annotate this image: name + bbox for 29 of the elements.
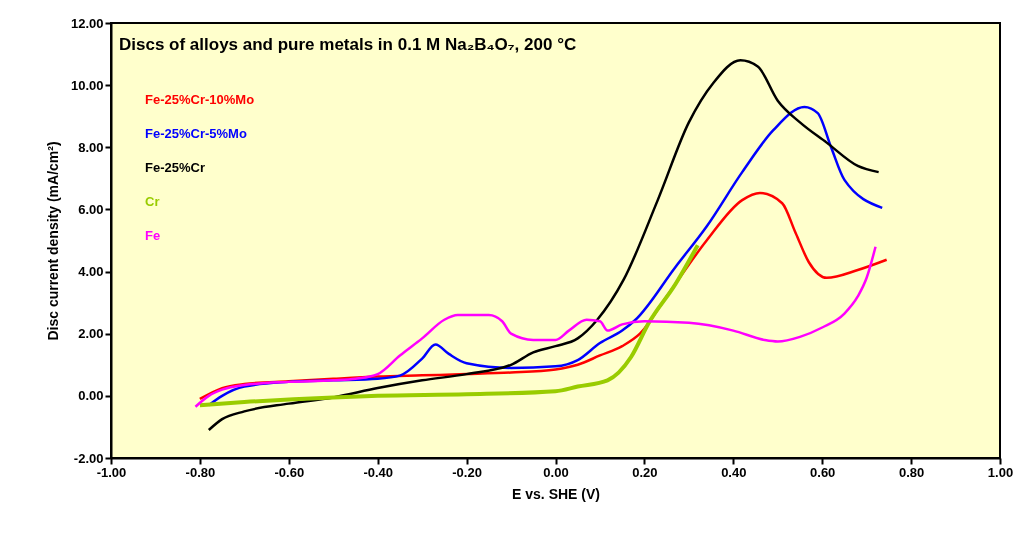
line-series	[194, 245, 877, 408]
x-axis-title: E vs. SHE (V)	[512, 485, 600, 502]
y-tick-label: 0.00	[78, 388, 104, 404]
x-tick-label: 0.40	[721, 464, 747, 480]
x-tick-label: 0.00	[543, 464, 569, 480]
y-tick-label: 8.00	[78, 139, 104, 155]
text: Fe-25%Cr-5%Mo	[145, 126, 247, 141]
x-tick-label: 0.60	[810, 464, 836, 480]
x-tick-label: -0.40	[363, 464, 394, 480]
y-tick-label: 12.00	[70, 15, 104, 31]
text: Discs of alloys and pure metals in 0.1 M Na₂B₄O₇, 200 °C	[119, 35, 577, 54]
x-tick-label: 1.00	[987, 464, 1014, 480]
text: Fe-25%Cr	[145, 160, 205, 175]
y-tick-label: 2.00	[78, 326, 104, 342]
text: Fe	[145, 228, 161, 243]
y-tick-label: 4.00	[78, 264, 104, 280]
x-tick-label: -0.20	[452, 464, 482, 480]
y-tick-label: 6.00	[78, 201, 104, 217]
y-axis-title: Disc current density (mA/cm²)	[44, 141, 61, 341]
x-tick-label: -1.00	[96, 464, 127, 480]
y-tick-label: 10.00	[70, 77, 104, 93]
x-tick-label: 0.20	[632, 464, 658, 480]
x-tick-label: -0.60	[274, 464, 305, 480]
line-series	[197, 243, 700, 408]
text: Cr	[145, 194, 160, 209]
text: Fe-25%Cr-10%Mo	[145, 92, 255, 107]
x-tick-label: -0.80	[185, 464, 216, 480]
x-tick-label: 0.80	[898, 464, 925, 480]
y-tick-label: -2.00	[73, 450, 104, 466]
